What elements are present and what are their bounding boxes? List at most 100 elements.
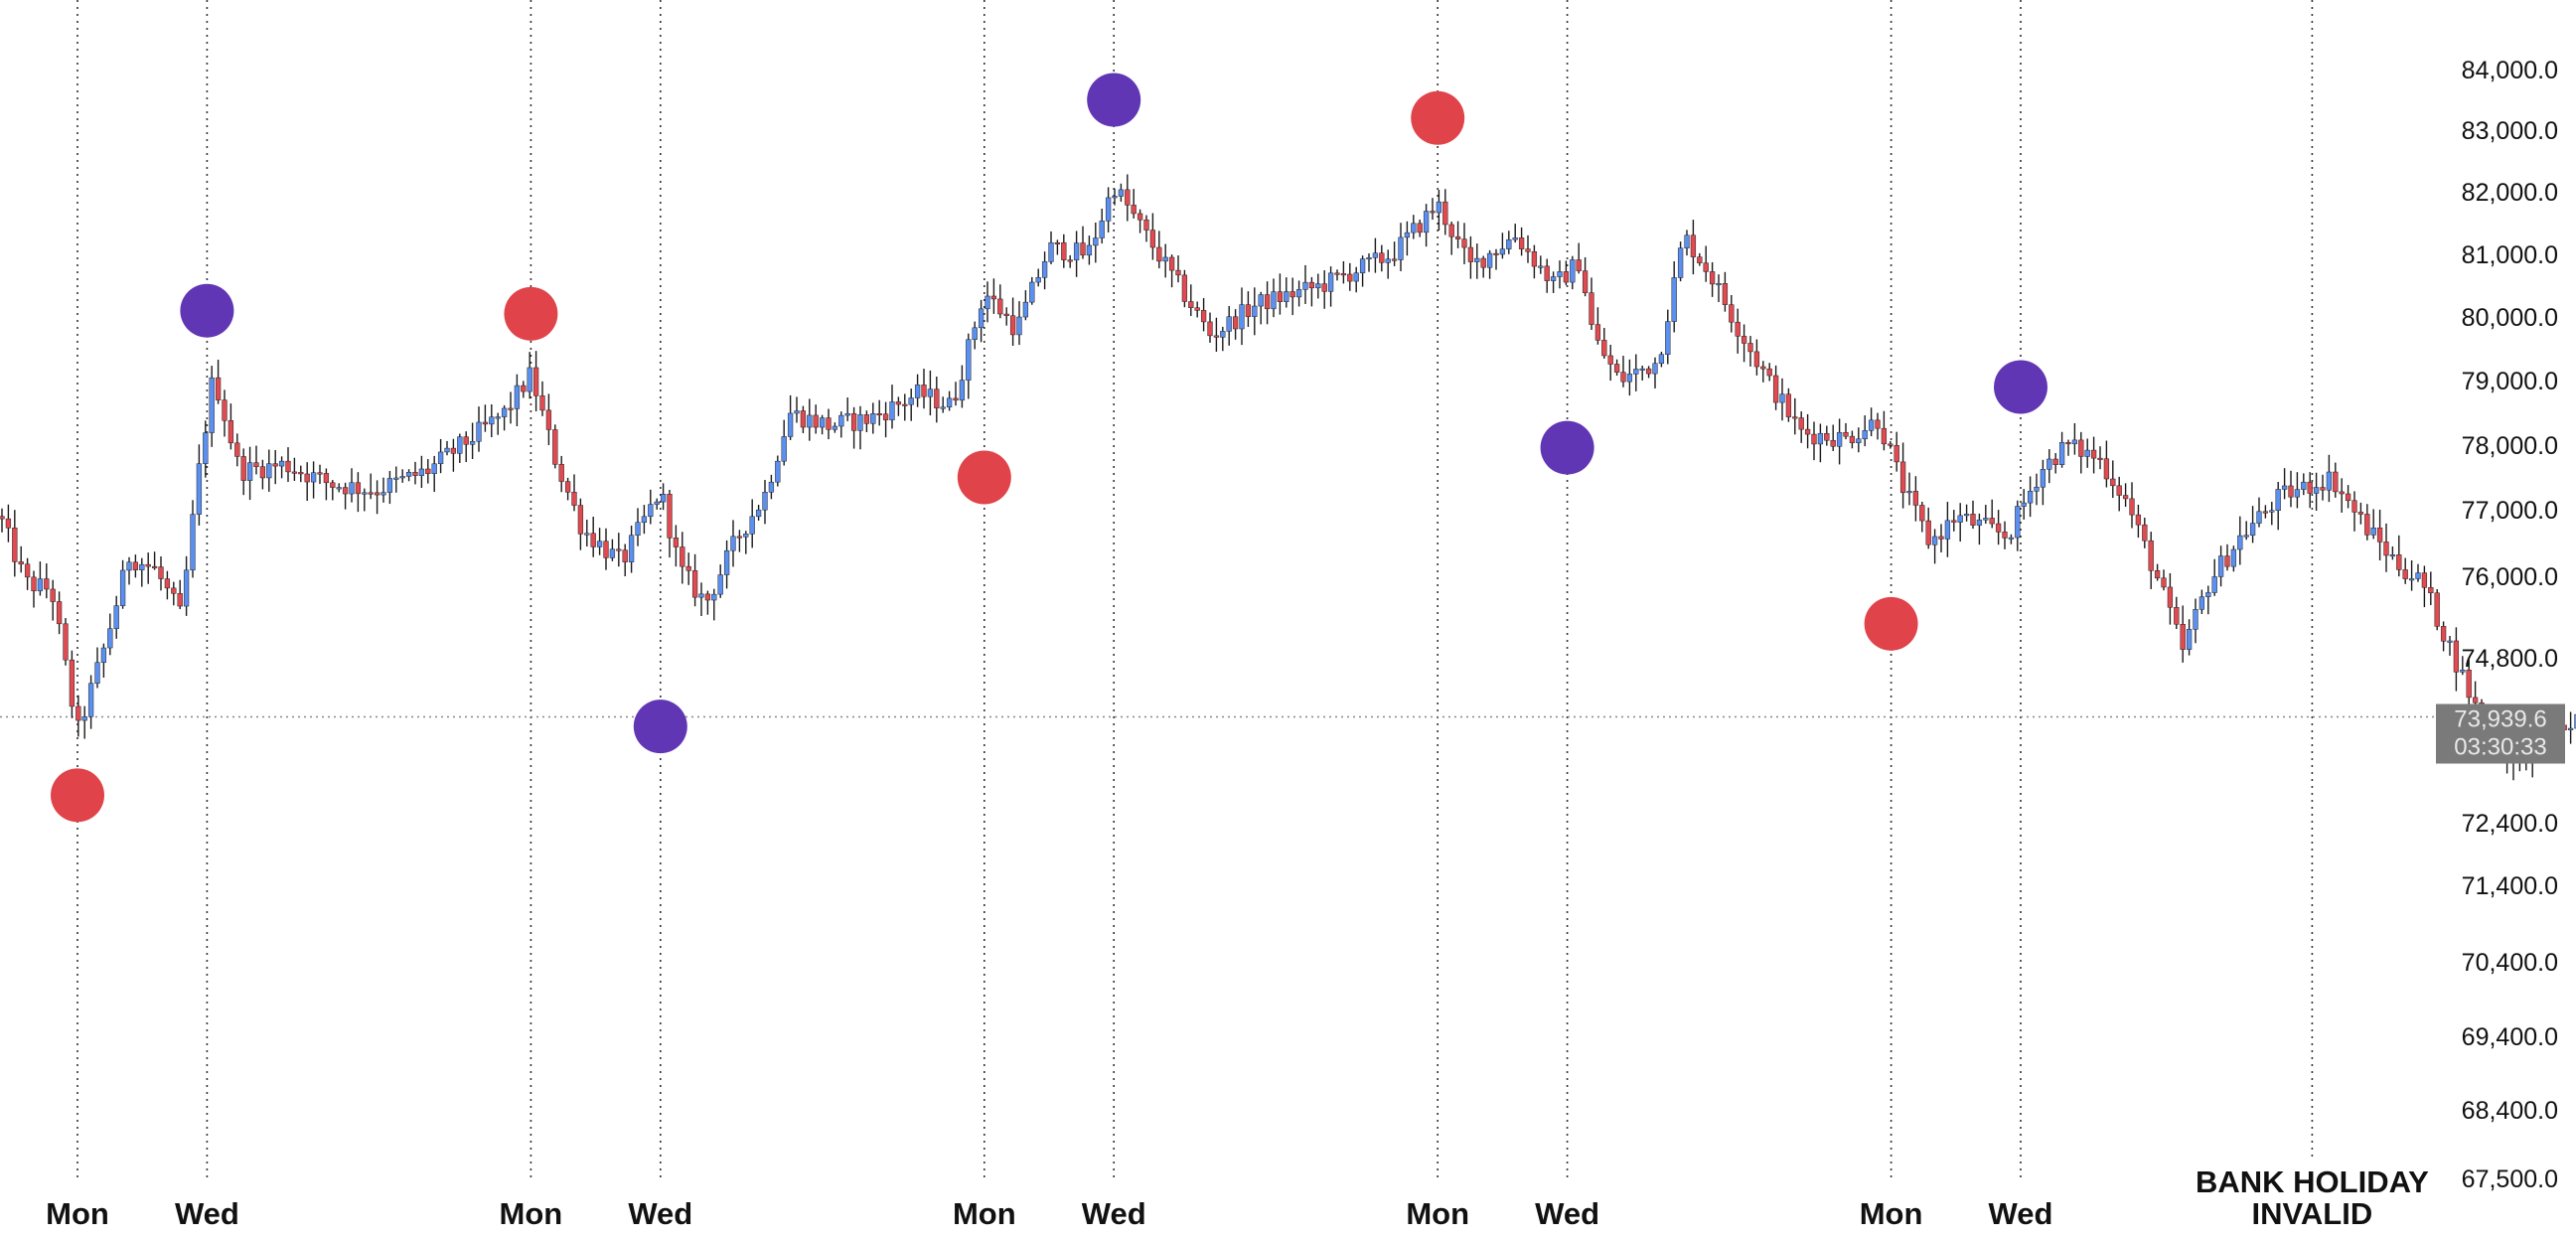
candle-body bbox=[807, 414, 813, 428]
candle-body bbox=[1258, 294, 1264, 307]
candle-body bbox=[1277, 291, 1284, 302]
candle-body bbox=[2249, 523, 2256, 536]
candle-body bbox=[107, 628, 113, 649]
candle-body bbox=[698, 593, 704, 598]
candle-body bbox=[444, 447, 450, 453]
candle-body bbox=[476, 421, 482, 442]
candle-body bbox=[278, 460, 285, 467]
candle-body bbox=[539, 395, 545, 411]
candle-body bbox=[1881, 427, 1888, 445]
candle-body bbox=[1645, 368, 1652, 375]
candle-body bbox=[374, 492, 380, 496]
candle-body bbox=[959, 380, 966, 401]
x-tick-label: Mon bbox=[500, 1196, 563, 1231]
candle-body bbox=[203, 432, 209, 464]
candle-body bbox=[1747, 343, 1753, 353]
candle-body bbox=[838, 414, 844, 427]
high-marker bbox=[1087, 73, 1141, 127]
candle-body bbox=[100, 647, 107, 664]
x-tick-label: Wed bbox=[1989, 1196, 2053, 1231]
candle-body bbox=[298, 472, 304, 475]
candle-body bbox=[266, 463, 272, 479]
candle-body bbox=[1722, 283, 1729, 305]
candle-body bbox=[1448, 224, 1454, 237]
candle-body bbox=[813, 414, 819, 428]
candle-body bbox=[1436, 201, 1442, 214]
candle-body bbox=[628, 535, 635, 562]
candle-body bbox=[2389, 554, 2396, 557]
candle-body bbox=[508, 407, 514, 410]
candle-body bbox=[215, 377, 222, 400]
candle-body bbox=[603, 541, 609, 558]
candle-body bbox=[1016, 316, 1022, 336]
candle-body bbox=[380, 492, 386, 496]
candle-body bbox=[1391, 258, 1398, 261]
candle-body bbox=[972, 327, 978, 341]
candle-body bbox=[691, 570, 698, 598]
candle-body bbox=[1518, 237, 1525, 249]
candle-body bbox=[2142, 524, 2148, 542]
candle-body bbox=[240, 456, 246, 481]
cycle-markers bbox=[51, 73, 2047, 823]
candle-body bbox=[1474, 257, 1480, 262]
price-tag-value: 73,939.6 bbox=[2454, 706, 2546, 733]
holiday-label-line2: INVALID bbox=[2252, 1196, 2373, 1231]
candle-body bbox=[749, 516, 755, 535]
candle-body bbox=[2008, 537, 2015, 540]
candle-body bbox=[2472, 697, 2479, 703]
candle-body bbox=[934, 388, 940, 408]
candle-body bbox=[1143, 219, 1149, 231]
candle-body bbox=[1168, 256, 1175, 271]
high-marker bbox=[504, 286, 558, 341]
candle-body bbox=[196, 463, 203, 515]
candle-body bbox=[2084, 449, 2090, 457]
candle-body bbox=[1753, 351, 1760, 368]
high-marker bbox=[180, 283, 234, 338]
candle-body bbox=[1665, 321, 1671, 355]
candle-body bbox=[2027, 491, 2034, 504]
candle-body bbox=[902, 403, 908, 406]
candle-body bbox=[2090, 449, 2097, 459]
candle-body bbox=[1589, 292, 1594, 325]
candle-body bbox=[794, 410, 800, 414]
candle-body bbox=[558, 464, 564, 482]
candle-body bbox=[1054, 241, 1061, 244]
candle-body bbox=[723, 549, 730, 575]
candle-body bbox=[2103, 458, 2110, 480]
candle-body bbox=[450, 447, 457, 454]
candle-body bbox=[2217, 555, 2224, 577]
candle-body bbox=[641, 516, 648, 523]
x-tick-label: Mon bbox=[953, 1196, 1016, 1231]
candle-body bbox=[1302, 281, 1308, 290]
candle-body bbox=[2243, 535, 2249, 538]
candle-body bbox=[1194, 307, 1200, 311]
candle-body bbox=[635, 522, 641, 536]
candle-body bbox=[2186, 629, 2193, 650]
candle-body bbox=[1570, 259, 1576, 283]
candle-body bbox=[463, 436, 469, 445]
candle-body bbox=[2167, 586, 2174, 608]
candle-body bbox=[1136, 213, 1143, 221]
candle-body bbox=[532, 367, 539, 396]
candle-body bbox=[2015, 506, 2021, 539]
candle-body bbox=[1582, 270, 1589, 293]
candle-body bbox=[2078, 439, 2084, 457]
candle-body bbox=[81, 715, 87, 721]
candle-body bbox=[1703, 262, 1709, 272]
candle-body bbox=[2294, 489, 2301, 498]
candle-body bbox=[863, 414, 870, 424]
y-axis: 84,000.0 83,000.0 82,000.0 81,000.0 80,000.0… bbox=[2462, 57, 2558, 1193]
candle-body bbox=[1779, 393, 1785, 403]
candle-body bbox=[978, 308, 985, 329]
candle-body bbox=[2307, 481, 2313, 494]
candle-body bbox=[1181, 274, 1188, 302]
candle-body bbox=[1888, 443, 1894, 446]
candle-body bbox=[76, 705, 81, 721]
candle-body bbox=[1454, 235, 1461, 239]
candle-body bbox=[2046, 458, 2052, 470]
candle-body bbox=[832, 425, 838, 430]
candle-body bbox=[119, 569, 126, 606]
candle-body bbox=[1340, 273, 1347, 276]
x-axis: MonWedMonWedMonWedMonWedMonWedMonWed bbox=[46, 1196, 2053, 1231]
candle-body bbox=[768, 481, 775, 493]
